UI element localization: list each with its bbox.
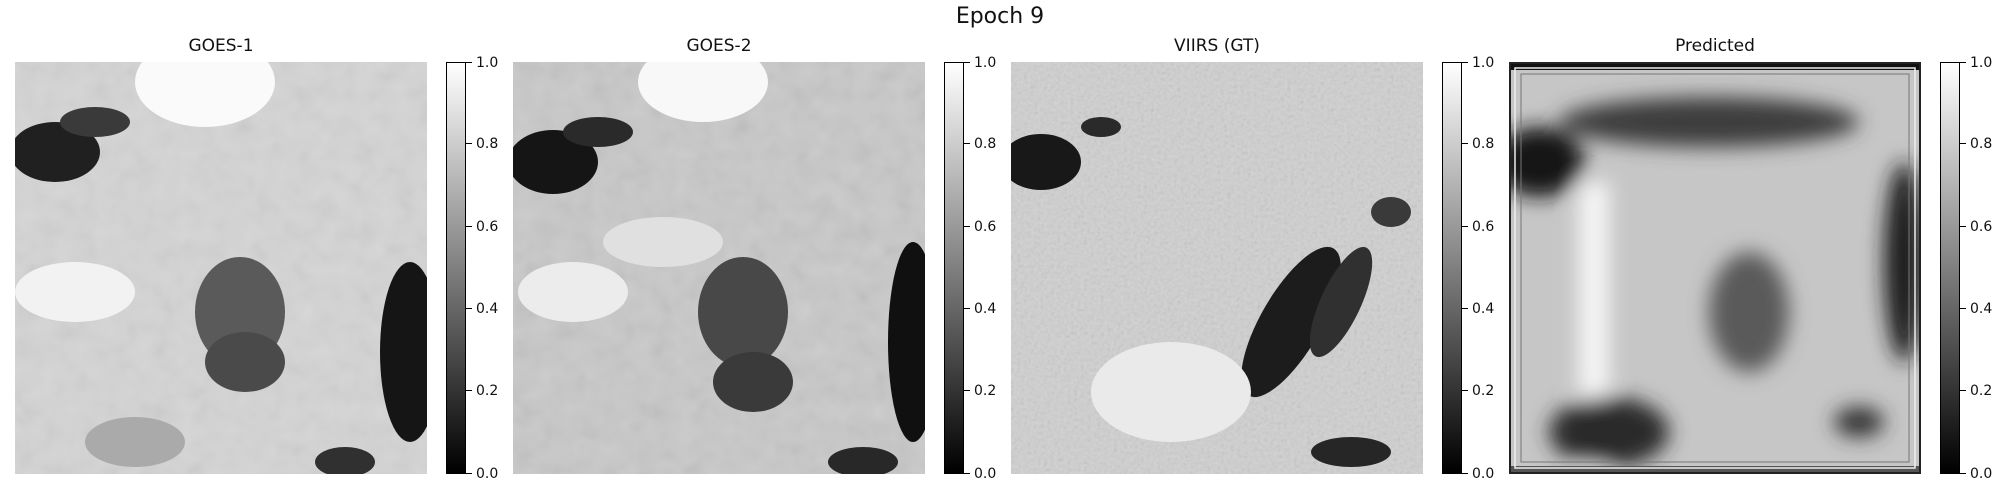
- panel-title-predicted: Predicted: [1675, 36, 1755, 56]
- colorbar-tick-label: 0.0: [1472, 466, 1495, 482]
- colorbar-tick: [466, 390, 472, 391]
- colorbar-tick-label: 1.0: [1472, 55, 1495, 71]
- colorbar-tick: [466, 226, 472, 227]
- colorbar-tick: [964, 473, 970, 474]
- colorbar-tick-label: 0.2: [974, 383, 997, 399]
- goes-2-image: [513, 62, 925, 474]
- colorbar-tick: [964, 390, 970, 391]
- colorbar-tick-label: 0.4: [1970, 301, 1993, 317]
- colorbar-tick: [1960, 226, 1966, 227]
- colorbar-tick-label: 0.2: [1970, 383, 1993, 399]
- colorbar-tick: [1960, 62, 1966, 63]
- colorbar-tick-label: 0.8: [1970, 136, 1993, 152]
- colorbar-tick: [1462, 390, 1468, 391]
- panel-title-goes-1: GOES-1: [188, 36, 254, 56]
- colorbar-tick-label: 1.0: [974, 55, 997, 71]
- colorbar-tick-label: 0.6: [1472, 219, 1495, 235]
- colorbar-tick: [964, 62, 970, 63]
- colorbar-tick: [1960, 473, 1966, 474]
- colorbar-tick: [964, 308, 970, 309]
- goes-1-image: [15, 62, 427, 474]
- colorbar-tick-label: 0.6: [1970, 219, 1993, 235]
- goes-1-colorbar: [446, 62, 466, 474]
- colorbar-tick: [1462, 62, 1468, 63]
- colorbar-tick-label: 1.0: [476, 55, 499, 71]
- colorbar-tick: [1960, 143, 1966, 144]
- colorbar-tick-label: 0.4: [476, 301, 499, 317]
- colorbar-tick-label: 0.2: [476, 383, 499, 399]
- colorbar-tick-label: 0.6: [974, 219, 997, 235]
- colorbar-tick-label: 0.0: [476, 466, 499, 482]
- panel-title-viirs-gt: VIIRS (GT): [1174, 36, 1260, 56]
- colorbar-tick-label: 0.2: [1472, 383, 1495, 399]
- colorbar-tick-label: 0.6: [476, 219, 499, 235]
- colorbar-tick-label: 1.0: [1970, 55, 1993, 71]
- colorbar-tick: [1960, 390, 1966, 391]
- predicted-colorbar: [1940, 62, 1960, 474]
- colorbar-tick: [466, 473, 472, 474]
- figure-title: Epoch 9: [955, 4, 1045, 29]
- viirs-gt-image: [1011, 62, 1423, 474]
- colorbar-tick: [964, 143, 970, 144]
- colorbar-tick: [1462, 143, 1468, 144]
- colorbar-tick: [466, 308, 472, 309]
- colorbar-tick-label: 0.8: [1472, 136, 1495, 152]
- colorbar-tick: [1462, 473, 1468, 474]
- colorbar-tick-label: 0.0: [1970, 466, 1993, 482]
- colorbar-tick: [1960, 308, 1966, 309]
- colorbar-tick: [466, 143, 472, 144]
- colorbar-tick: [1462, 226, 1468, 227]
- colorbar-tick-label: 0.0: [974, 466, 997, 482]
- colorbar-tick-label: 0.8: [476, 136, 499, 152]
- colorbar-tick-label: 0.4: [974, 301, 997, 317]
- colorbar-tick: [964, 226, 970, 227]
- predicted-image: [1509, 62, 1921, 474]
- goes-2-colorbar: [944, 62, 964, 474]
- colorbar-tick-label: 0.8: [974, 136, 997, 152]
- colorbar-tick-label: 0.4: [1472, 301, 1495, 317]
- viirs-gt-colorbar: [1442, 62, 1462, 474]
- colorbar-tick: [1462, 308, 1468, 309]
- panel-title-goes-2: GOES-2: [686, 36, 752, 56]
- colorbar-tick: [466, 62, 472, 63]
